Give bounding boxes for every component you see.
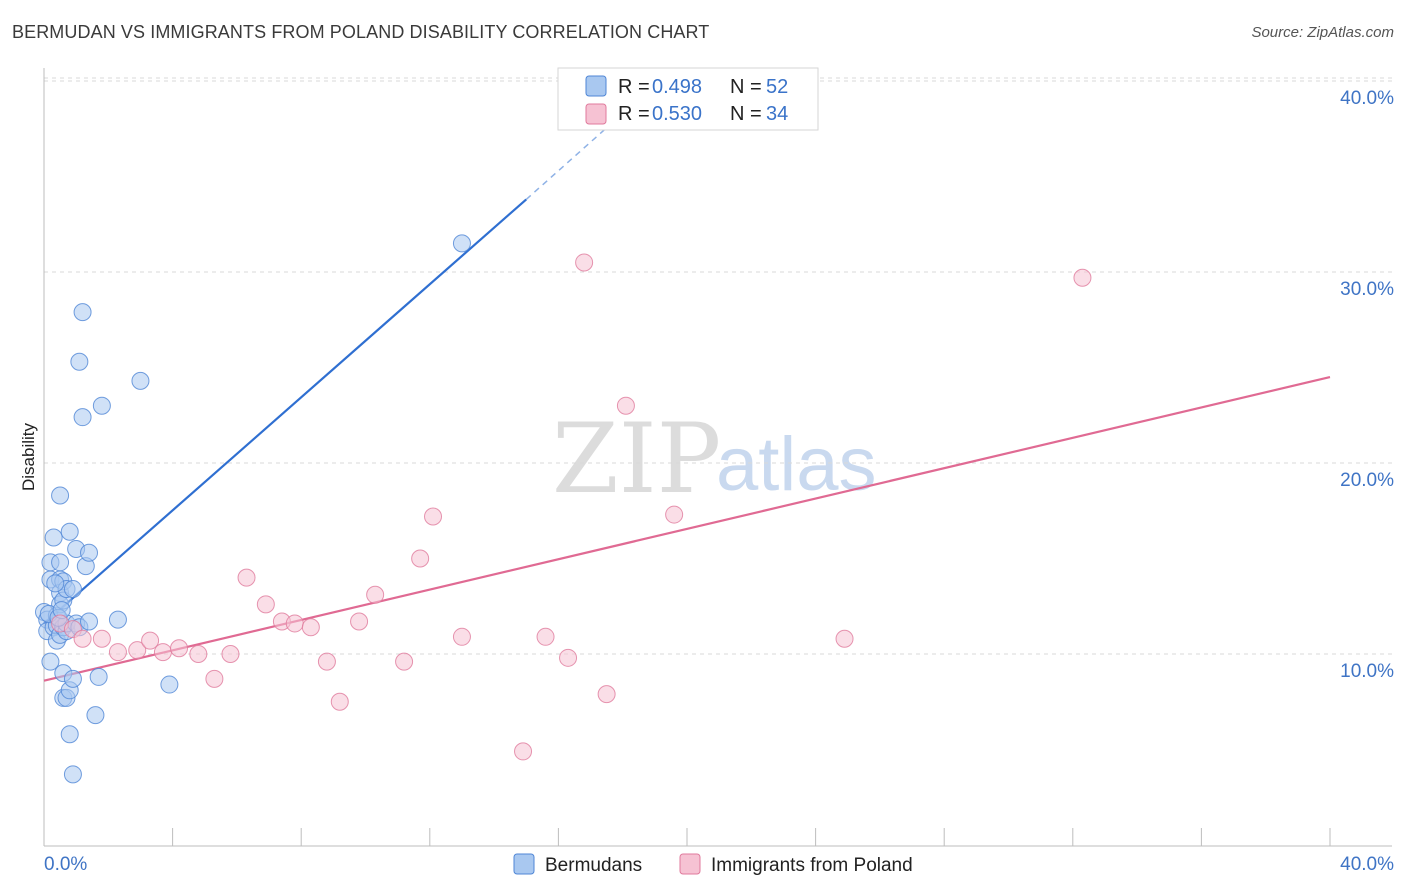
point-bermudans-49 [46,574,65,593]
legend-swatch-pink [585,103,607,125]
point-poland-16 [301,618,320,637]
point-bermudans-28 [60,725,79,744]
point-bermudans-44 [108,610,127,629]
point-poland-23 [424,507,443,526]
point-poland-28 [575,253,594,272]
point-bermudans-36 [73,408,92,427]
point-bermudans-46 [160,675,179,694]
point-poland-21 [395,652,414,671]
watermark-atlas: atlas [716,422,877,507]
point-poland-6 [141,631,160,650]
point-poland-25 [514,742,533,761]
point-poland-30 [616,396,635,415]
point-poland-8 [170,639,189,658]
x-tick-label-max: 40.0% [1340,854,1394,875]
point-bermudans-30 [63,765,82,784]
point-poland-22 [411,549,430,568]
y-tick-label-10: 10.0% [1340,661,1394,682]
point-poland-5 [128,641,147,660]
point-bermudans-47 [452,234,471,253]
bottom-legend-label-bermudans: Bermudans [545,855,642,876]
point-poland-27 [559,648,578,667]
legend-swatch-blue [585,75,607,97]
grid-lines [44,77,1392,655]
point-poland-7 [153,643,172,662]
point-poland-9 [189,645,208,663]
point-poland-4 [108,643,127,662]
point-bermudans-26 [60,522,79,541]
legend-n-value-1: 52 [766,76,788,98]
point-poland-33 [1073,268,1092,287]
point-poland-20 [366,585,385,604]
x-tick-label-min: 0.0% [44,854,87,875]
point-bermudans-45 [131,371,150,390]
point-poland-11 [221,645,240,663]
chart-source: Source: ZipAtlas.com [1251,24,1394,41]
legend-n-label-2: N = [730,103,762,125]
point-poland-17 [317,652,336,671]
point-bermudans-6 [44,528,63,547]
y-tick-labels: 40.0% 30.0% 20.0% 10.0% [1340,88,1394,682]
y-tick-label-30: 30.0% [1340,279,1394,300]
point-poland-10 [205,669,224,688]
point-poland-32 [835,629,854,648]
trendline-poland [43,375,1331,682]
trendline-bermudans [43,198,527,625]
point-poland-18 [330,692,349,711]
legend-r-value-1: 0.498 [652,76,702,98]
point-poland-24 [452,627,471,646]
y-tick-label-20: 20.0% [1340,470,1394,491]
point-poland-13 [256,595,275,614]
bottom-legend-swatch-blue [513,853,535,875]
point-poland-19 [350,612,369,631]
bottom-legend: Bermudans Immigrants from Poland [513,853,913,876]
bottom-legend-swatch-pink [679,853,701,875]
point-poland-3 [92,629,111,648]
point-bermudans-43 [92,396,111,415]
top-legend: R = 0.498 N = 52 R = 0.530 N = 34 [557,67,819,131]
legend-n-value-2: 34 [766,103,788,125]
scatter-points [35,234,1092,784]
point-bermudans-37 [73,303,92,322]
point-poland-12 [237,568,256,587]
point-bermudans-31 [63,669,82,688]
x-tick-marks [43,828,1331,846]
point-poland-2 [73,629,92,648]
legend-r-label-2: R = [618,103,650,125]
point-bermudans-42 [89,667,108,686]
point-bermudans-11 [51,553,70,572]
watermark: ZIP atlas [552,403,877,515]
point-bermudans-41 [86,706,105,725]
chart-title: BERMUDAN VS IMMIGRANTS FROM POLAND DISAB… [12,22,710,42]
watermark-zip: ZIP [552,403,721,515]
point-bermudans-39 [80,543,99,562]
point-poland-31 [665,505,684,524]
legend-r-value-2: 0.530 [652,103,702,125]
y-axis-label: Disability [19,422,38,491]
point-bermudans-15 [51,486,70,505]
legend-n-label-1: N = [730,76,762,98]
point-bermudans-35 [70,352,89,371]
y-tick-label-40: 40.0% [1340,88,1394,109]
point-poland-29 [597,685,616,704]
trendlines [43,112,1331,682]
bottom-legend-label-poland: Immigrants from Poland [711,855,913,876]
point-bermudans-29 [63,580,82,599]
point-poland-15 [285,614,304,633]
point-bermudans-5 [41,652,60,671]
point-bermudans-40 [80,612,99,631]
point-poland-26 [536,627,555,646]
legend-r-label-1: R = [618,76,650,98]
